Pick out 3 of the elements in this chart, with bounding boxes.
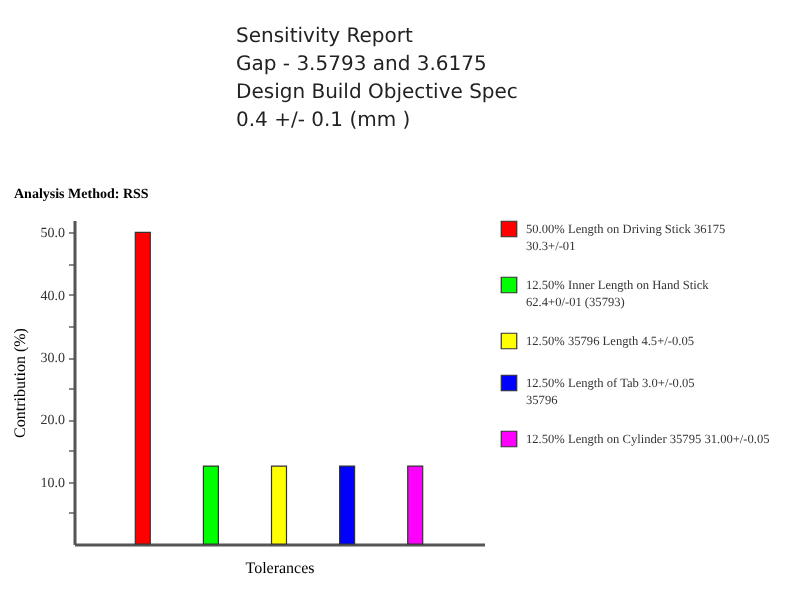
y-axis-title: Contribution (%): [10, 327, 29, 438]
chart-title: Sensitivity Report Gap - 3.5793 and 3.6175 Design Build Objective Spec 0.4 +/- 0.1 (mm ): [236, 26, 518, 132]
x-axis-title: Tolerances: [245, 559, 315, 577]
